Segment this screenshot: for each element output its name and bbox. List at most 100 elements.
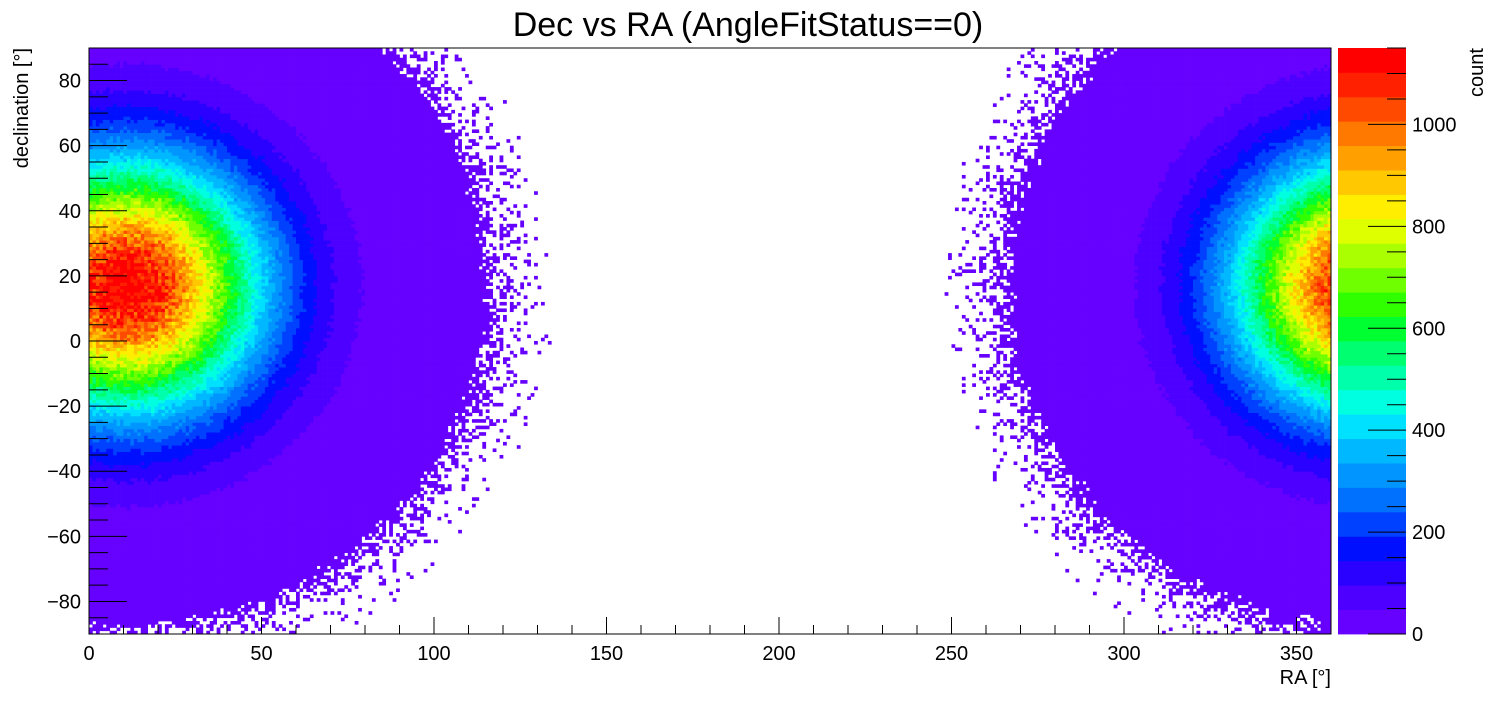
heatmap-cell (1327, 627, 1332, 632)
heatmap-cell (1286, 513, 1290, 518)
heatmap-cell (333, 529, 338, 534)
heatmap-cell (1217, 526, 1221, 531)
heatmap-cell (1079, 536, 1083, 540)
heatmap-cell (361, 503, 366, 508)
heatmap-cell (206, 559, 211, 563)
heatmap-cell (289, 585, 293, 589)
heatmap-cell (158, 539, 162, 544)
heatmap-cell (158, 630, 162, 635)
heatmap-cell (102, 510, 107, 514)
heatmap-cell (285, 585, 290, 589)
heatmap-cell (1186, 542, 1190, 547)
heatmap-cell (1141, 520, 1146, 524)
heatmap-cell (302, 581, 307, 586)
heatmap-cell (264, 588, 269, 593)
heatmap-cell (1265, 529, 1270, 534)
heatmap-cell (1265, 562, 1270, 566)
heatmap-cell (1317, 578, 1321, 583)
heatmap-cell (1099, 572, 1104, 576)
heatmap-cell (126, 588, 131, 593)
heatmap-cell (1272, 598, 1277, 602)
heatmap-cell (347, 516, 352, 521)
heatmap-cell (368, 510, 373, 514)
heatmap-cell (1265, 549, 1270, 553)
heatmap-cell (282, 552, 286, 557)
heatmap-cell (168, 562, 173, 566)
heatmap-cell (261, 624, 266, 628)
heatmap-cell (371, 503, 376, 508)
heatmap-cell (230, 520, 235, 524)
heatmap-cell (1272, 588, 1277, 593)
heatmap-cell (99, 526, 104, 531)
heatmap-cell (1237, 529, 1242, 534)
heatmap-cell (258, 581, 262, 586)
heatmap-cell (1275, 523, 1280, 527)
heatmap-cell (233, 607, 238, 612)
heatmap-cell (1158, 520, 1163, 524)
heatmap-cell (185, 555, 190, 560)
heatmap-cell (140, 585, 145, 589)
heatmap-cell (192, 624, 197, 628)
heatmap-cell (1203, 507, 1208, 511)
heatmap-cell (1230, 549, 1235, 553)
heatmap-cell (1289, 614, 1294, 619)
heatmap-cell (254, 513, 259, 518)
heatmap-cell (133, 510, 138, 514)
heatmap-cell (278, 520, 283, 524)
heatmap-cell (1237, 503, 1242, 508)
heatmap-cell (1262, 588, 1266, 593)
heatmap-cell (1327, 598, 1332, 602)
heatmap-cell (320, 510, 324, 514)
heatmap-cell (206, 529, 211, 534)
heatmap-cell (1189, 520, 1194, 524)
heatmap-cell (1317, 604, 1321, 609)
heatmap-cell (1165, 507, 1170, 511)
heatmap-cell (1320, 549, 1325, 553)
heatmap-cell (268, 549, 273, 553)
heatmap-cell (1286, 614, 1290, 619)
heatmap-cell (399, 507, 404, 511)
heatmap-cell (109, 536, 114, 540)
heatmap-cell (216, 533, 221, 537)
heatmap-cell (302, 539, 307, 544)
heatmap-cell (1306, 588, 1311, 593)
heatmap-cell (1227, 507, 1232, 511)
heatmap-cell (1151, 568, 1156, 573)
heatmap-cell (1227, 585, 1232, 589)
heatmap-cell (1296, 510, 1301, 514)
heatmap-cell (137, 542, 142, 547)
heatmap-cell (1268, 594, 1273, 599)
heatmap-cell (1213, 516, 1218, 521)
heatmap-cell (1282, 575, 1287, 580)
heatmap-cell (1199, 562, 1204, 566)
heatmap-cell (123, 552, 128, 557)
heatmap-cell (120, 549, 124, 553)
heatmap-cell (361, 526, 366, 531)
heatmap-cell (175, 536, 180, 540)
heatmap-cell (216, 510, 221, 514)
heatmap-cell (1224, 555, 1228, 560)
heatmap-cell (1148, 526, 1152, 531)
heatmap-cell (178, 568, 183, 573)
heatmap-cell (1282, 611, 1287, 615)
heatmap-cell (151, 572, 155, 576)
heatmap-cell (147, 607, 152, 612)
heatmap-cell (271, 542, 276, 547)
heatmap-cell (199, 598, 204, 602)
heatmap-cell (1196, 523, 1201, 527)
heatmap-cell (223, 533, 228, 537)
heatmap-cell (1251, 546, 1256, 550)
heatmap-cell (120, 536, 124, 540)
heatmap-cell (289, 620, 293, 625)
heatmap-cell (178, 565, 183, 570)
heatmap-cell (140, 552, 145, 557)
heatmap-cell (1324, 549, 1328, 553)
heatmap-cell (289, 533, 293, 537)
heatmap-cell (1120, 500, 1125, 505)
heatmap-cell (1217, 555, 1221, 560)
heatmap-cell (1324, 611, 1328, 615)
heatmap-cell (296, 555, 300, 560)
heatmap-cell (365, 507, 369, 511)
heatmap-cell (1203, 549, 1208, 553)
heatmap-cell (168, 591, 173, 596)
